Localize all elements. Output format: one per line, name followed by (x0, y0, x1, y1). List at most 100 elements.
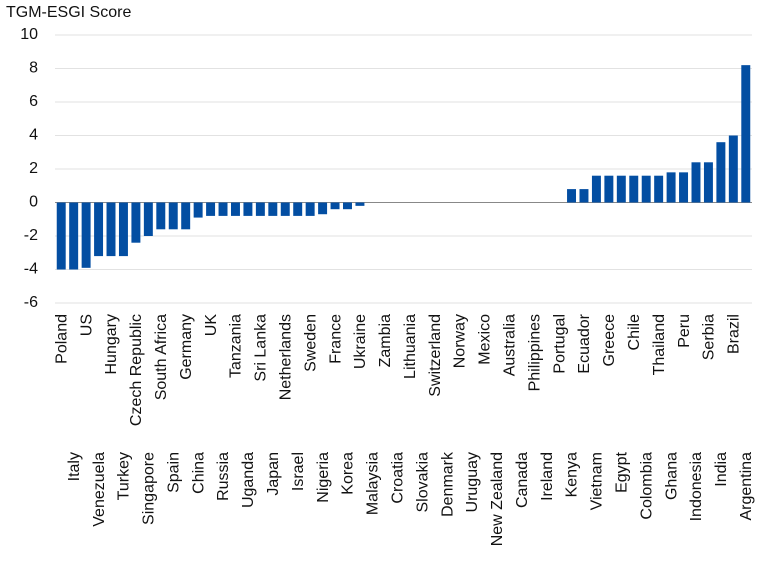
x-tick-label: Hungary (103, 314, 120, 374)
bar (181, 202, 191, 230)
bar (691, 162, 701, 203)
x-tick-label: Zambia (377, 314, 394, 367)
bar (81, 202, 91, 268)
x-tick-label: UK (203, 314, 220, 337)
bar (69, 202, 79, 270)
x-tick-label: Egypt (614, 451, 631, 492)
bar (118, 202, 128, 257)
bar (218, 202, 228, 216)
x-tick-label: Brazil (726, 314, 743, 354)
bar (305, 202, 315, 216)
bar (716, 142, 726, 203)
y-tick-label: -6 (24, 294, 38, 311)
bar (679, 172, 689, 203)
bar (604, 175, 614, 203)
x-tick-label: Philippines (526, 314, 543, 391)
bar (741, 65, 751, 203)
bar (280, 202, 290, 216)
bar (206, 202, 216, 216)
x-tick-label: Indonesia (688, 452, 705, 521)
x-tick-label: Greece (601, 314, 618, 367)
x-tick-label: Sweden (302, 314, 319, 372)
x-tick-label: Germany (178, 314, 195, 380)
x-tick-label: Canada (514, 452, 531, 508)
y-tick-label: 10 (20, 26, 38, 43)
bar (355, 202, 365, 206)
x-tick-label: Malaysia (365, 452, 382, 515)
x-tick-label: Netherlands (277, 314, 294, 400)
y-tick-label: 6 (29, 93, 38, 110)
bar (156, 202, 166, 230)
bar (106, 202, 116, 257)
bar (591, 175, 601, 203)
x-tick-label: Portugal (551, 314, 568, 374)
bar (728, 135, 738, 203)
x-tick-label: Croatia (389, 452, 406, 504)
x-tick-label: Ukraine (352, 314, 369, 369)
x-tick-label: Nigeria (315, 452, 332, 503)
bar (193, 202, 203, 218)
y-tick-label: 4 (29, 127, 38, 144)
bar (268, 202, 278, 216)
x-tick-label: Chile (626, 314, 643, 351)
x-tick-label: Switzerland (427, 314, 444, 397)
x-tick-label: Italy (66, 452, 83, 481)
x-tick-label: Tanzania (228, 314, 245, 378)
x-tick-label: France (327, 314, 344, 364)
x-tick-label: Denmark (439, 451, 456, 517)
x-tick-label: Singapore (141, 452, 158, 525)
x-tick-label: Ecuador (576, 313, 593, 373)
x-tick-label: Uruguay (464, 452, 481, 512)
x-tick-label: Colombia (638, 452, 655, 520)
bar (255, 202, 265, 216)
x-tick-label: India (713, 452, 730, 487)
x-tick-label: Serbia (701, 314, 718, 360)
x-tick-label: Uganda (240, 452, 257, 508)
x-tick-label: US (78, 314, 95, 336)
x-tick-label: Venezuela (91, 452, 108, 527)
y-tick-label: -4 (24, 261, 38, 278)
x-tick-label: Turkey (116, 452, 133, 500)
y-tick-label: 2 (29, 160, 38, 177)
bar (330, 202, 340, 210)
bar (230, 202, 240, 216)
y-tick-label: -2 (24, 227, 38, 244)
x-tick-label: Japan (265, 452, 282, 496)
bar (629, 175, 639, 203)
x-tick-label: Mexico (477, 314, 494, 365)
bar (293, 202, 303, 216)
x-tick-label: Slovakia (414, 452, 431, 513)
bar (654, 175, 664, 203)
bar (666, 172, 676, 203)
x-tick-label: Thailand (651, 314, 668, 375)
x-tick-label: Ghana (663, 452, 680, 500)
x-tick-label: Peru (676, 314, 693, 348)
bar (56, 202, 66, 270)
x-tick-label: Vietnam (589, 452, 606, 510)
x-tick-label: Kenya (564, 452, 581, 497)
x-tick-label: Poland (53, 314, 70, 364)
bar (343, 202, 352, 210)
bar (243, 202, 253, 216)
bar (579, 189, 589, 203)
x-tick-label: China (190, 452, 207, 494)
bar (616, 175, 626, 203)
x-tick-label: Spain (165, 452, 182, 493)
x-tick-label: New Zealand (489, 452, 506, 546)
y-tick-label: 0 (29, 194, 38, 211)
bar (143, 202, 153, 236)
x-tick-label: Ireland (539, 452, 556, 501)
bar (168, 202, 178, 230)
bar (641, 175, 651, 203)
x-tick-label: South Africa (153, 314, 170, 400)
x-tick-label: Korea (340, 452, 357, 495)
x-tick-label: Lithuania (402, 314, 419, 379)
bar (318, 202, 328, 215)
x-tick-label: Sri Lanka (253, 314, 270, 382)
x-tick-label: Australia (502, 314, 519, 376)
x-tick-label: Argentina (738, 452, 755, 521)
y-tick-label: 8 (29, 60, 38, 77)
x-tick-label: Russia (215, 452, 232, 501)
x-tick-label: Norway (452, 314, 469, 368)
